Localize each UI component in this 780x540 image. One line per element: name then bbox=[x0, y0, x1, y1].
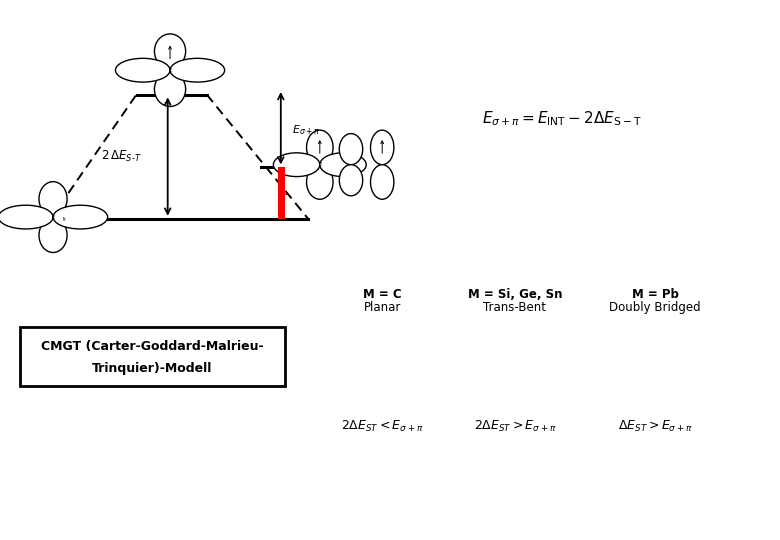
Text: M = C: M = C bbox=[363, 288, 402, 301]
Ellipse shape bbox=[370, 130, 394, 165]
Ellipse shape bbox=[339, 165, 363, 196]
Ellipse shape bbox=[170, 58, 225, 82]
Text: Trinquier)-Modell: Trinquier)-Modell bbox=[92, 362, 212, 375]
Text: M = Si, Ge, Sn: M = Si, Ge, Sn bbox=[467, 288, 562, 301]
Ellipse shape bbox=[339, 133, 363, 165]
Ellipse shape bbox=[53, 205, 108, 229]
Text: $2\,\Delta E_{S\text{-}T}$: $2\,\Delta E_{S\text{-}T}$ bbox=[101, 149, 141, 164]
Ellipse shape bbox=[39, 218, 67, 253]
Text: Trans-Bent: Trans-Bent bbox=[484, 301, 546, 314]
Text: $E_{\sigma+\pi}$: $E_{\sigma+\pi}$ bbox=[292, 123, 321, 137]
Ellipse shape bbox=[370, 165, 394, 199]
Ellipse shape bbox=[0, 205, 53, 229]
Text: $E_{\sigma+\pi} = E_{\mathrm{INT}} - 2\Delta E_{\mathrm{S-T}}$: $E_{\sigma+\pi} = E_{\mathrm{INT}} - 2\D… bbox=[482, 110, 641, 128]
Ellipse shape bbox=[320, 153, 367, 177]
Ellipse shape bbox=[307, 165, 333, 199]
Text: E: E bbox=[51, 214, 55, 220]
Text: $2\Delta E_{ST}> E_{\sigma+\pi}$: $2\Delta E_{ST}> E_{\sigma+\pi}$ bbox=[473, 419, 556, 434]
Ellipse shape bbox=[115, 58, 170, 82]
Text: Doubly Bridged: Doubly Bridged bbox=[609, 301, 701, 314]
Ellipse shape bbox=[307, 130, 333, 165]
Text: E: E bbox=[318, 162, 321, 167]
Text: M = Pb: M = Pb bbox=[632, 288, 679, 301]
Text: E: E bbox=[168, 68, 172, 73]
Ellipse shape bbox=[39, 181, 67, 216]
Text: $2\Delta E_{ST}< E_{\sigma+\pi}$: $2\Delta E_{ST}< E_{\sigma+\pi}$ bbox=[341, 419, 424, 434]
Text: tr: tr bbox=[62, 217, 66, 222]
FancyBboxPatch shape bbox=[20, 327, 285, 386]
Text: Planar: Planar bbox=[363, 301, 401, 314]
Text: CMGT (Carter-Goddard-Malrieu-: CMGT (Carter-Goddard-Malrieu- bbox=[41, 340, 264, 353]
Ellipse shape bbox=[154, 34, 186, 69]
Bar bbox=[278, 167, 285, 219]
Ellipse shape bbox=[273, 153, 320, 177]
Ellipse shape bbox=[154, 72, 186, 106]
Text: +: + bbox=[278, 188, 289, 201]
Text: $\Delta E_{ST}> E_{\sigma+\pi}$: $\Delta E_{ST}> E_{\sigma+\pi}$ bbox=[618, 419, 693, 434]
